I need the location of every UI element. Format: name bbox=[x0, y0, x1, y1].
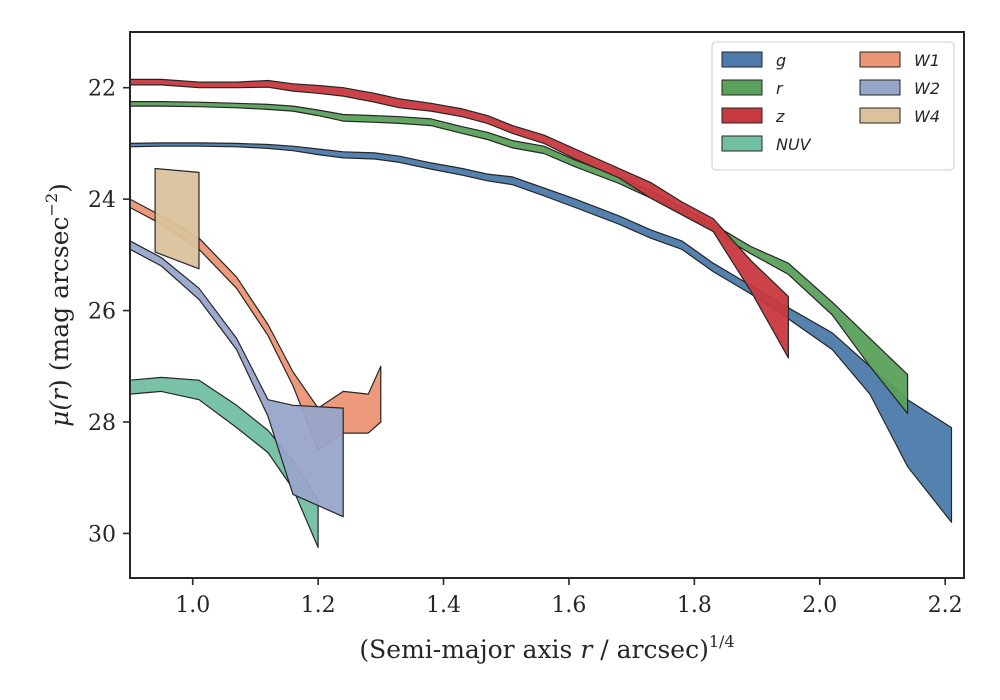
legend-label: g bbox=[776, 51, 786, 70]
series-band-w1 bbox=[130, 198, 382, 451]
series-band-w2 bbox=[130, 240, 344, 518]
legend-label: W1 bbox=[914, 51, 940, 70]
y-tick-label: 30 bbox=[88, 522, 116, 547]
legend: grz NUV W1 W2 W4 bbox=[711, 41, 955, 171]
y-tick-label: 26 bbox=[88, 300, 116, 325]
legend-label: z bbox=[775, 107, 785, 126]
x-tick-label: 1.4 bbox=[426, 593, 461, 618]
legend-label: W2 bbox=[914, 79, 940, 98]
legend-item: W4 bbox=[859, 107, 940, 126]
legend-item: W1 bbox=[859, 51, 940, 70]
x-tick-label: 1.6 bbox=[551, 593, 586, 618]
series-band-w4 bbox=[154, 167, 200, 270]
legend-swatch bbox=[721, 135, 763, 152]
legend-item: NUV bbox=[721, 135, 812, 154]
x-tick-label: 1.2 bbox=[301, 593, 336, 618]
legend-item: g bbox=[721, 51, 786, 70]
legend-swatch bbox=[721, 107, 763, 124]
legend-frame bbox=[711, 41, 955, 171]
x-tick-label: 1.8 bbox=[677, 593, 712, 618]
series-band-r bbox=[130, 100, 909, 415]
legend-item: r bbox=[721, 79, 784, 98]
legend-label: r bbox=[776, 79, 784, 98]
y-tick-label: 28 bbox=[88, 411, 116, 436]
x-tick-label: 2.2 bbox=[928, 593, 963, 618]
legend-item: z bbox=[721, 107, 785, 126]
x-tick-label: 2.0 bbox=[802, 593, 837, 618]
legend-item: W2 bbox=[859, 79, 940, 98]
plot-frame bbox=[129, 31, 965, 579]
series-band-g bbox=[130, 142, 953, 523]
x-tick-label: 1.0 bbox=[175, 593, 210, 618]
series-band-z bbox=[130, 78, 790, 359]
legend-swatch bbox=[721, 79, 763, 96]
y-tick-label: 24 bbox=[88, 188, 116, 213]
legend-swatch bbox=[859, 51, 901, 68]
legend-swatch bbox=[721, 51, 763, 68]
series-band-nuv bbox=[130, 376, 319, 549]
legend-label: NUV bbox=[776, 135, 812, 154]
series-layer bbox=[130, 78, 953, 549]
x-axis-ticks: 1.0 1.2 1.4 1.6 1.8 2.0 2.2 bbox=[175, 578, 963, 618]
y-axis-ticks: 22 24 26 28 30 bbox=[88, 77, 130, 547]
y-axis-label: μ(r) (mag arcsec−2) bbox=[42, 183, 74, 427]
x-axis-label: (Semi-major axis r / arcsec)1/4 bbox=[359, 632, 734, 664]
legend-label: W4 bbox=[914, 107, 940, 126]
legend-swatch bbox=[859, 79, 901, 96]
legend-swatch bbox=[859, 107, 901, 124]
y-tick-label: 22 bbox=[88, 77, 116, 102]
